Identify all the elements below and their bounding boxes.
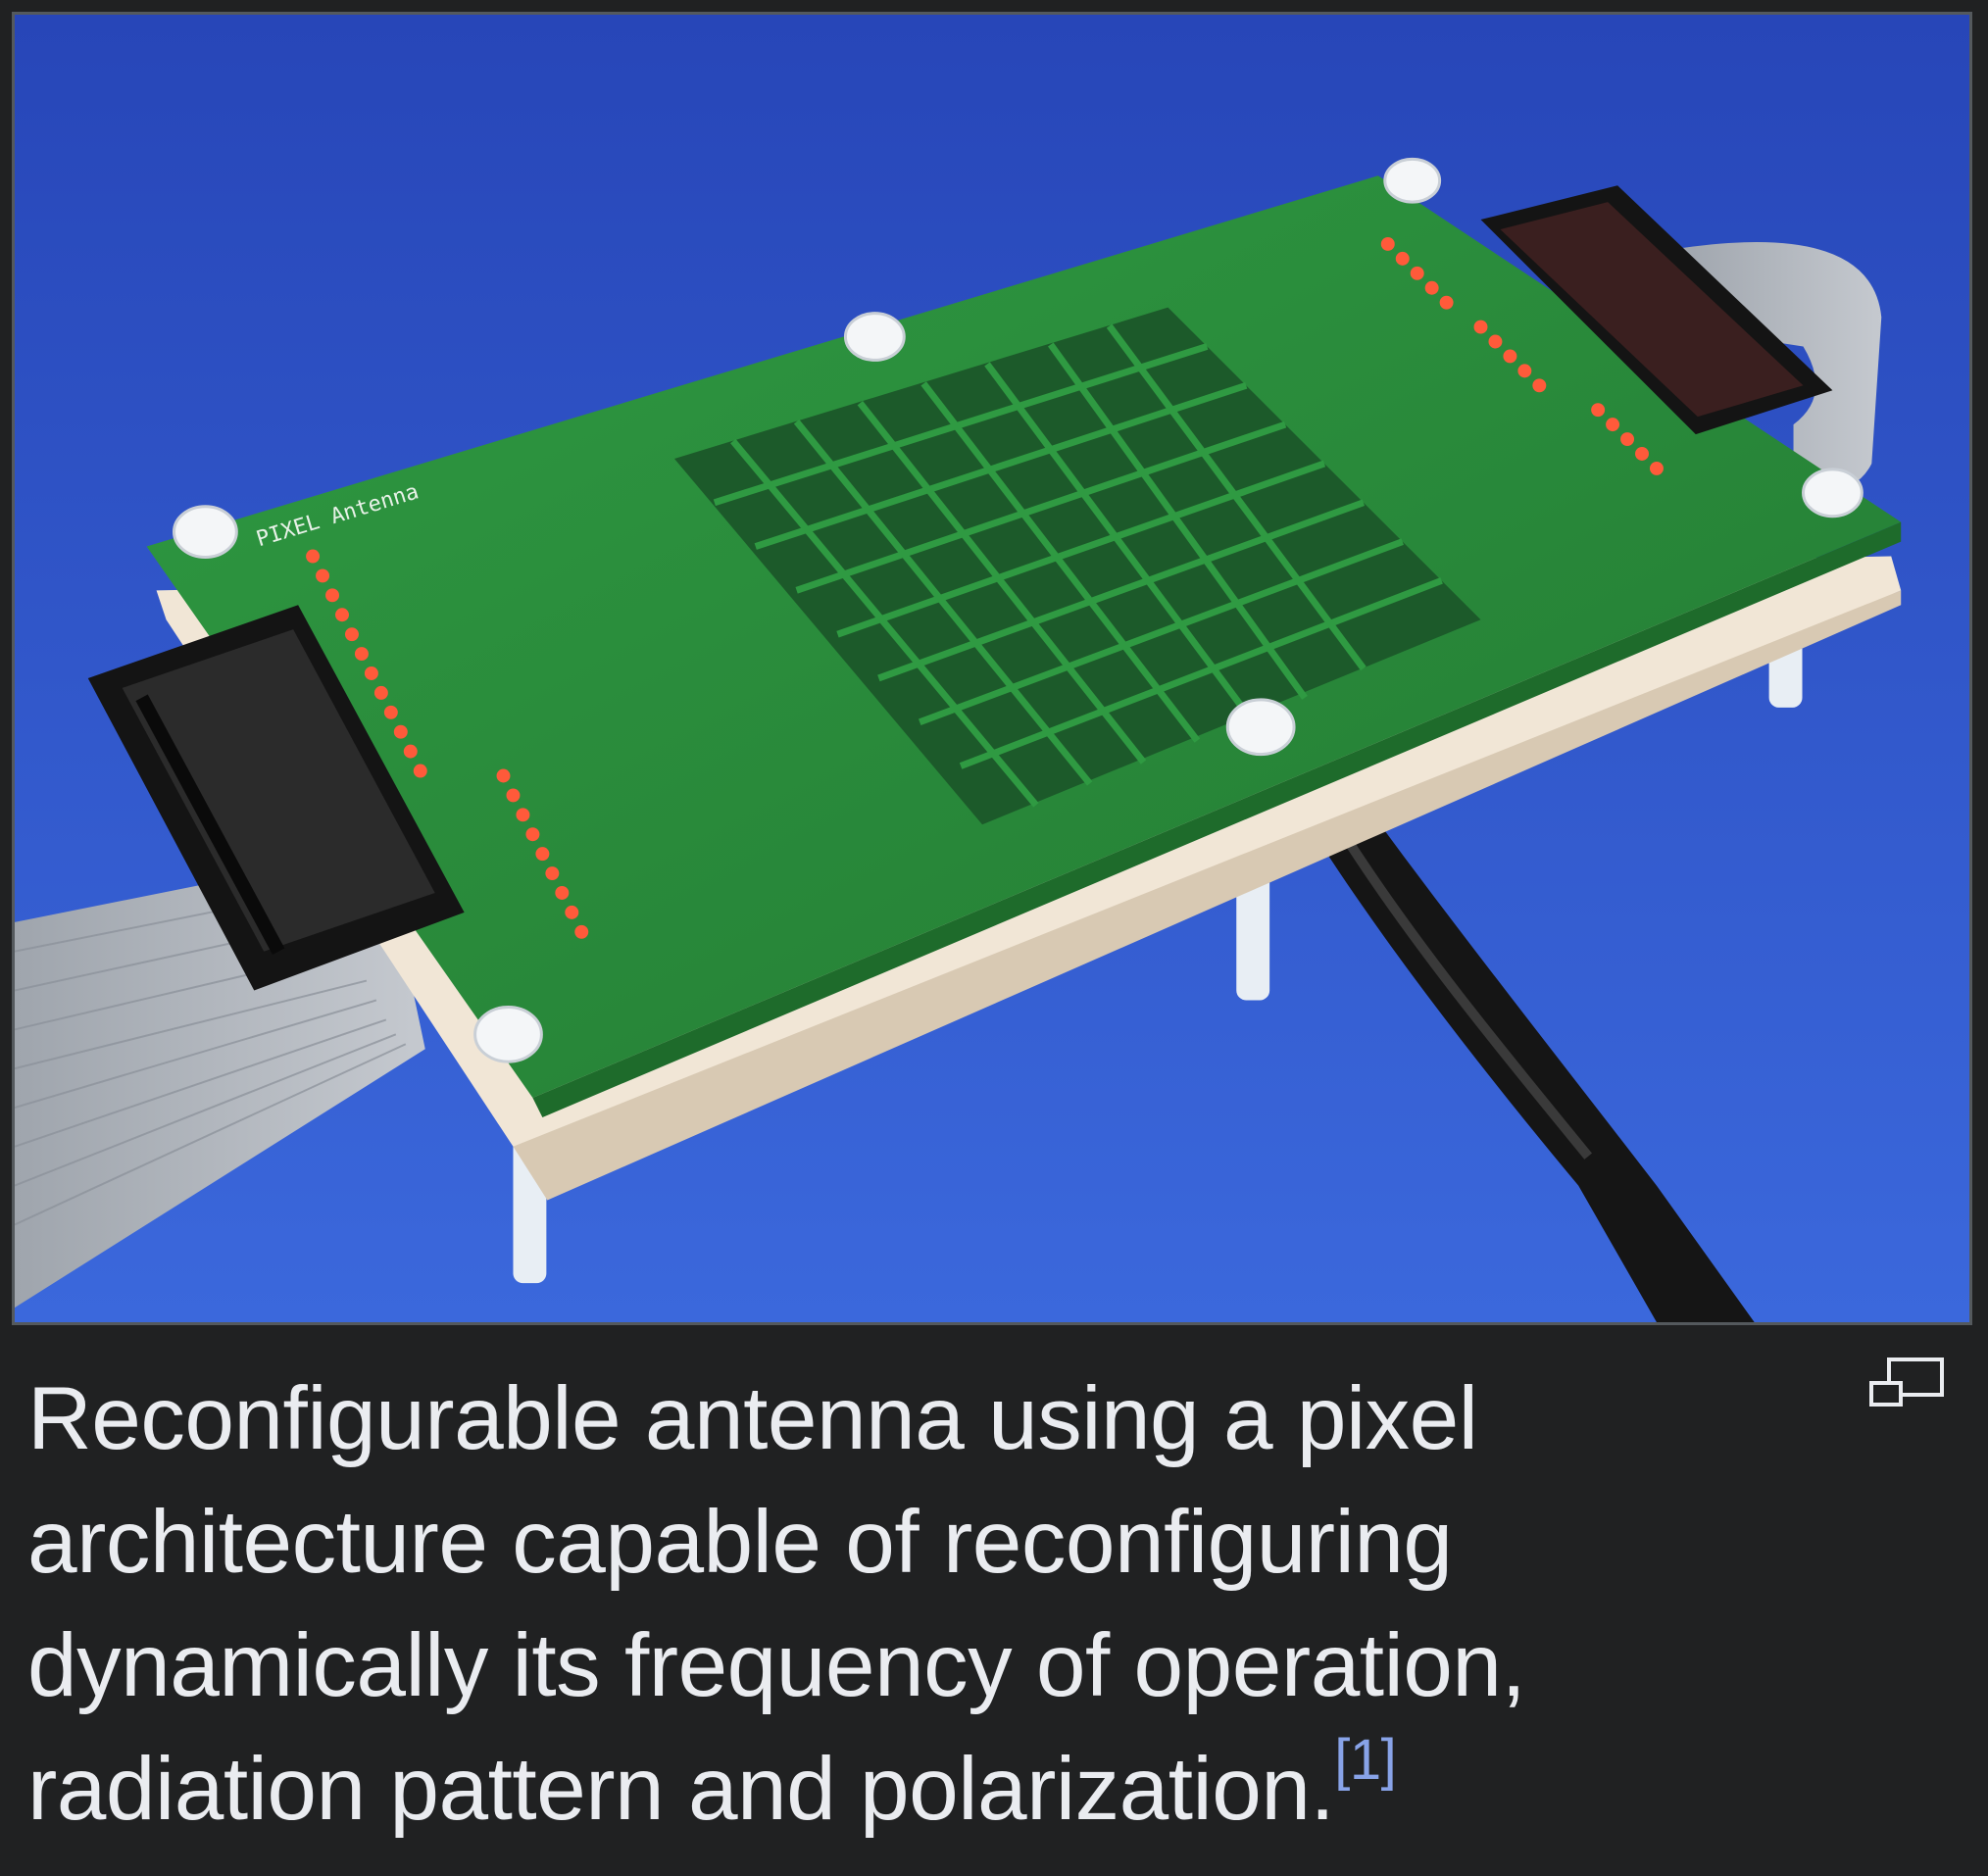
caption-text: Reconfigurable antenna using a pixel arc… (27, 1369, 1526, 1839)
reference-superscript: [1] (1334, 1727, 1397, 1792)
reference-link[interactable]: [1] (1334, 1727, 1397, 1792)
enlarge-icon[interactable] (1867, 1356, 1946, 1410)
antenna-photo[interactable]: PIXEL Antenna (12, 12, 1972, 1325)
figure-caption: Reconfigurable antenna using a pixel arc… (27, 1358, 1821, 1851)
